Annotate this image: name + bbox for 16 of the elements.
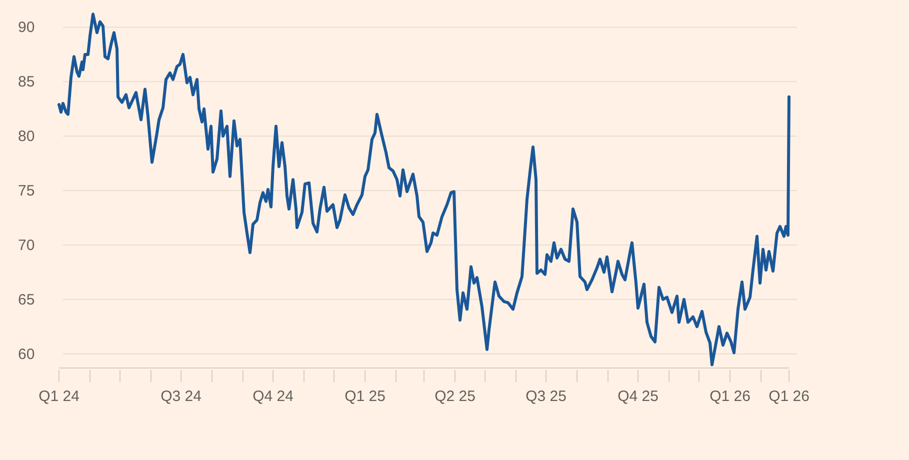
y-tick-label: 65	[18, 291, 35, 308]
x-tick-label: Q1 24	[38, 388, 80, 405]
x-tick-label: Q1 25	[344, 388, 386, 405]
y-tick-label: 80	[18, 128, 35, 146]
x-tick-label: Q4 25	[618, 388, 658, 405]
y-tick-label: 75	[18, 182, 35, 200]
x-tick-label: Q3 24	[160, 388, 202, 405]
y-tick-label: 85	[18, 74, 35, 91]
x-tick-label: Q1 26	[768, 388, 810, 405]
x-tick-label: Q2 25	[434, 388, 476, 405]
x-tick-label: Q4 24	[252, 388, 294, 405]
y-tick-label: 90	[18, 19, 35, 36]
x-tick-label: Q1 26	[710, 388, 750, 405]
y-tick-label: 60	[18, 346, 35, 363]
x-tick-label: Q3 25	[526, 388, 566, 405]
y-tick-label: 70	[18, 236, 35, 254]
